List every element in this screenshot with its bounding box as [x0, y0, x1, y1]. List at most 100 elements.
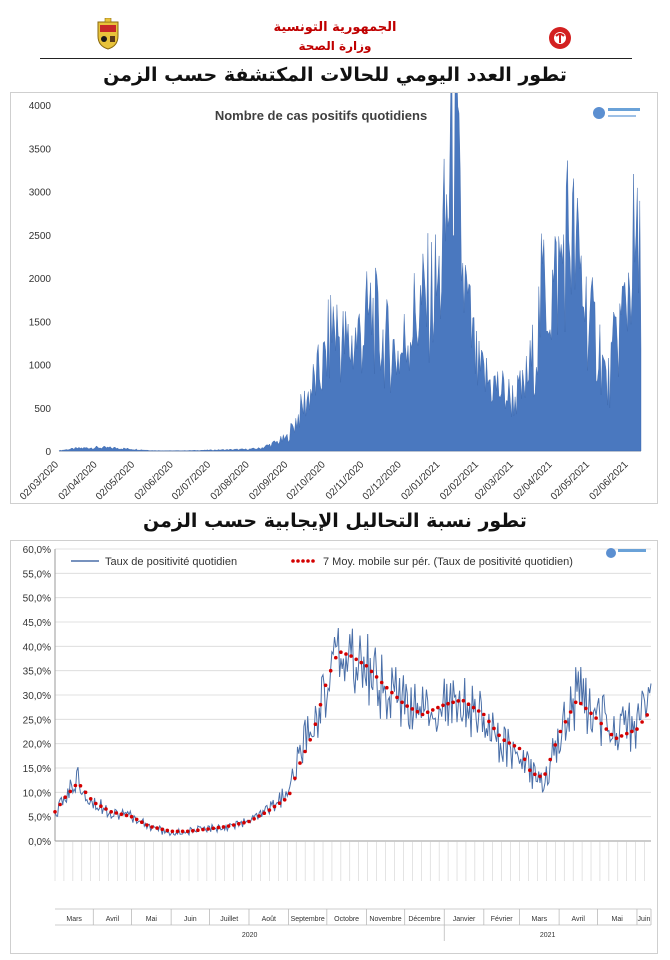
moving-average-point [568, 710, 573, 714]
moving-average-point [145, 823, 149, 827]
moving-average-point [400, 700, 404, 705]
moving-average-point [420, 712, 425, 717]
moving-average-point [415, 709, 420, 714]
moving-average-point [282, 798, 287, 802]
moving-average-point [497, 733, 501, 738]
moving-average-point [129, 814, 134, 819]
month-label: Juin [184, 916, 197, 923]
y-tick-label: 5,0% [28, 813, 51, 824]
moving-average-point [318, 702, 323, 707]
moving-average-point [507, 741, 512, 745]
year-label: 2021 [540, 932, 556, 939]
y-tick-label: 0 [45, 447, 51, 458]
month-label: Octobre [334, 916, 359, 923]
moving-average-point [594, 716, 598, 720]
moving-average-point [502, 738, 507, 742]
moving-average-point [446, 701, 450, 706]
moving-average-point [252, 817, 256, 821]
y-tick-label: 0,0% [28, 837, 51, 848]
moving-average-point [645, 713, 649, 717]
month-label: Juin [638, 916, 651, 923]
moving-average-point [288, 791, 292, 796]
moving-average-point [298, 761, 302, 765]
moving-average-point [405, 704, 410, 708]
observatory-logo-icon [606, 548, 646, 558]
x-tick-label: 02/06/2020 [133, 459, 176, 502]
moving-average-point [231, 823, 236, 827]
moving-average-point [140, 820, 144, 824]
moving-average-point [211, 826, 216, 831]
moving-average-point [573, 700, 578, 705]
moving-average-point [482, 712, 486, 717]
moving-average-point [385, 685, 389, 690]
moving-average-point [119, 812, 124, 816]
ministry-health-logo-icon [549, 27, 571, 49]
moving-average-point [522, 757, 527, 762]
moving-average-point [441, 703, 445, 708]
moving-average-point [630, 729, 634, 734]
moving-average-point [533, 772, 537, 777]
moving-average-point [221, 825, 226, 829]
moving-average-point [517, 746, 522, 751]
moving-average-point [487, 719, 491, 724]
header-line1: الجمهورية التونسية [273, 20, 397, 35]
moving-average-point [528, 768, 532, 772]
moving-average-point [344, 652, 348, 656]
x-tick-label: 02/04/2020 [57, 459, 100, 502]
month-label: Mars [66, 916, 82, 923]
moving-average-point [226, 824, 231, 828]
y-tick-label: 4000 [29, 101, 52, 112]
moving-average-point [635, 727, 639, 731]
month-label: Mai [612, 916, 624, 923]
moving-average-point [425, 710, 430, 714]
moving-average-point [538, 774, 542, 779]
x-tick-label: 02/07/2020 [170, 459, 213, 502]
y-tick-label: 2000 [29, 274, 52, 285]
x-tick-label: 02/06/2021 [587, 459, 630, 502]
moving-average-point [155, 826, 159, 830]
moving-average-point [88, 797, 93, 801]
moving-average-point [328, 668, 333, 673]
moving-average-point [180, 829, 185, 834]
legend-dot-swatch [306, 559, 310, 563]
y-tick-label: 2500 [29, 231, 52, 242]
y-tick-label: 50,0% [23, 594, 51, 605]
legend-label: Taux de positivité quotidien [105, 556, 237, 568]
moving-average-point [619, 734, 624, 738]
moving-average-point [53, 810, 57, 814]
moving-average-point [379, 680, 384, 685]
month-label: Mai [146, 916, 158, 923]
moving-average-point [579, 701, 583, 706]
x-tick-label: 02/01/2021 [399, 459, 442, 502]
month-label: Août [262, 916, 276, 923]
moving-average-point [83, 790, 88, 795]
chart1-panel: 0 500 1000 1500 2000 2500 3000 3500 4000 02/03/20… [10, 9, 658, 504]
y-tick-label: 40,0% [23, 642, 51, 653]
x-tick-label: 02/12/2020 [361, 459, 404, 502]
moving-average-point [456, 699, 461, 703]
moving-average-point [272, 804, 277, 809]
moving-average-point [436, 705, 440, 710]
moving-average-point [451, 700, 456, 705]
y-tick-label: 3000 [29, 188, 52, 199]
moving-average-point [267, 808, 272, 812]
moving-average-point [466, 702, 471, 706]
moving-average-point [191, 829, 195, 833]
moving-average-point [68, 789, 73, 794]
chart1-inner-title: Nombre de cas positifs quotidiens [215, 108, 427, 123]
y-tick-label: 500 [34, 404, 51, 415]
legend-label: 7 Moy. mobile sur pér. (Taux de positivi… [323, 556, 573, 568]
moving-average-point [543, 772, 547, 776]
moving-average-point [604, 727, 609, 731]
y-tick-label: 25,0% [23, 715, 51, 726]
moving-average-point [247, 819, 251, 824]
header: الجمهورية التونسية وزارة الصحة [0, 0, 670, 62]
tunisia-coat-of-arms-icon [97, 18, 119, 50]
moving-average-point [185, 829, 190, 834]
x-tick-label: 02/10/2020 [285, 459, 328, 502]
daily-cases-area [58, 9, 642, 452]
moving-average-point [584, 706, 588, 711]
moving-average-point [206, 827, 210, 831]
moving-average-point [476, 709, 481, 713]
